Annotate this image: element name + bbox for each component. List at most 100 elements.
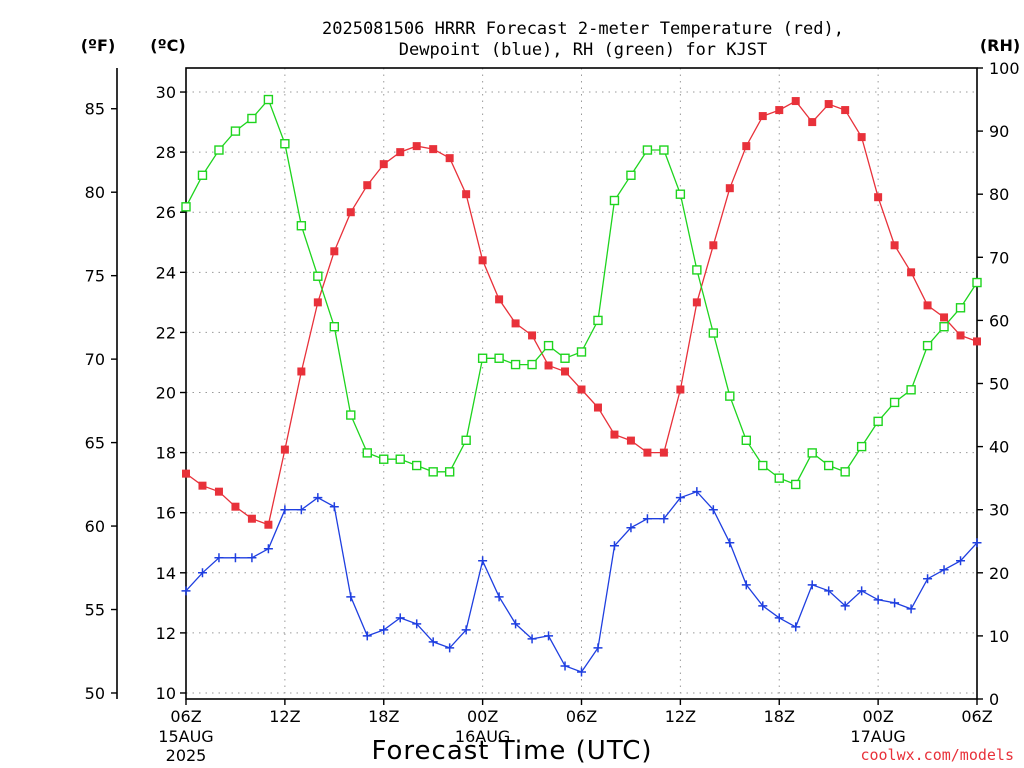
- axes-layer: 10 12 14 16 18 20 22 24 26 28 30 50 55 60 65 70 75 80 85 0 1…: [85, 59, 1020, 765]
- dewpoint-point: [395, 613, 405, 623]
- temperature-point: [297, 367, 306, 376]
- chart-title-line2: Dewpoint (blue), RH (green) for KJST: [399, 40, 767, 60]
- celsius-tick-label: 30: [156, 83, 176, 102]
- dewpoint-point: [708, 505, 718, 515]
- rh-point: [263, 94, 274, 105]
- fahrenheit-tick-label: 50: [85, 684, 105, 703]
- celsius-tick-label: 14: [156, 564, 176, 583]
- temperature-point: [676, 385, 685, 394]
- temperature-point: [791, 97, 800, 106]
- dewpoint-point: [577, 667, 586, 677]
- rh-point: [774, 473, 784, 483]
- dewpoint-point: [923, 574, 933, 584]
- dewpoint-point: [313, 493, 323, 503]
- rh-unit-label: (RH): [980, 36, 1020, 55]
- dewpoint-point: [972, 538, 982, 548]
- rh-point: [708, 328, 719, 338]
- rh-point: [642, 145, 653, 155]
- rh-point: [510, 359, 521, 370]
- x-axis-label: Forecast Time (UTC): [371, 736, 652, 766]
- temperature-point: [758, 112, 767, 121]
- rh-tick-label: 40: [989, 438, 1009, 457]
- dewpoint-point: [230, 553, 240, 563]
- dewpoint-point: [840, 601, 850, 611]
- rh-point: [873, 416, 883, 427]
- dewpoint-point: [511, 619, 521, 629]
- temperature-point: [973, 337, 981, 346]
- fahrenheit-unit-label: (ºF): [81, 36, 116, 55]
- credit-label: coolwx.com/models: [860, 746, 1014, 764]
- temperature-point: [643, 448, 652, 457]
- rh-point: [692, 265, 702, 275]
- x-tick-label: 12Z: [665, 707, 696, 726]
- celsius-tick-label: 16: [156, 504, 176, 523]
- temperature-point: [709, 241, 718, 250]
- rh-point: [477, 353, 488, 363]
- rh-point: [725, 391, 735, 401]
- fahrenheit-tick-label: 65: [85, 434, 105, 453]
- dewpoint-point: [956, 556, 966, 566]
- temperature-point: [280, 445, 289, 454]
- x-tick-label: 18Z: [764, 707, 795, 726]
- rh-point: [939, 322, 949, 332]
- rh-tick-label: 10: [989, 627, 1009, 646]
- temperature-point: [824, 100, 833, 109]
- dewpoint-point: [824, 586, 834, 596]
- temperature-point: [808, 118, 817, 127]
- dewpoint-point: [197, 568, 207, 578]
- fahrenheit-tick-label: 80: [85, 183, 105, 202]
- dewpoint-point: [873, 595, 883, 605]
- dewpoint-point: [906, 604, 916, 614]
- rh-point: [889, 397, 900, 408]
- temperature-point: [577, 385, 586, 394]
- temperature-point: [544, 361, 553, 370]
- rh-point: [791, 479, 801, 490]
- dewpoint-point: [774, 613, 784, 623]
- fahrenheit-tick-label: 60: [85, 517, 105, 536]
- dewpoint-point: [692, 487, 702, 497]
- dewpoint-point: [593, 643, 603, 653]
- dewpoint-point: [675, 493, 685, 503]
- dewpoint-point: [791, 622, 801, 632]
- x-tick-label: 00Z: [467, 707, 498, 726]
- rh-point: [444, 467, 455, 477]
- rh-tick-label: 90: [989, 122, 1009, 141]
- rh-point: [247, 113, 257, 124]
- temperature-point: [626, 436, 635, 445]
- temperature-point: [379, 160, 388, 169]
- dewpoint-point: [494, 592, 504, 602]
- rh-point: [906, 385, 916, 395]
- dewpoint-point: [214, 553, 224, 563]
- rh-point: [576, 347, 587, 357]
- rh-point: [412, 460, 422, 471]
- celsius-unit-label: (ºC): [150, 36, 185, 55]
- rh-point: [527, 359, 537, 370]
- temperature-point: [214, 487, 223, 496]
- celsius-tick-label: 28: [156, 143, 176, 162]
- rh-point: [741, 435, 751, 445]
- rh-point: [329, 322, 340, 332]
- rh-point: [181, 202, 191, 212]
- rh-point: [230, 126, 241, 136]
- rh-point: [758, 460, 768, 471]
- rh-point: [856, 441, 867, 452]
- temperature-point: [346, 208, 355, 217]
- x-tick-label: 12Z: [269, 707, 300, 726]
- celsius-tick-label: 24: [156, 263, 176, 282]
- rh-point: [972, 277, 982, 288]
- dewpoint-point: [758, 601, 768, 611]
- dewpoint-point: [263, 544, 273, 554]
- rh-point: [494, 353, 504, 363]
- dewpoint-point: [890, 598, 900, 608]
- dewpoint-point: [544, 631, 554, 641]
- rh-tick-label: 20: [989, 564, 1009, 583]
- rh-point: [280, 139, 290, 149]
- rh-point: [379, 454, 389, 464]
- dewpoint-point: [642, 514, 652, 524]
- dewpoint-point: [379, 625, 389, 635]
- rh-point: [593, 315, 603, 326]
- x-tick-label: 06Z: [170, 707, 201, 726]
- temperature-point: [725, 184, 734, 193]
- dewpoint-point: [609, 541, 619, 551]
